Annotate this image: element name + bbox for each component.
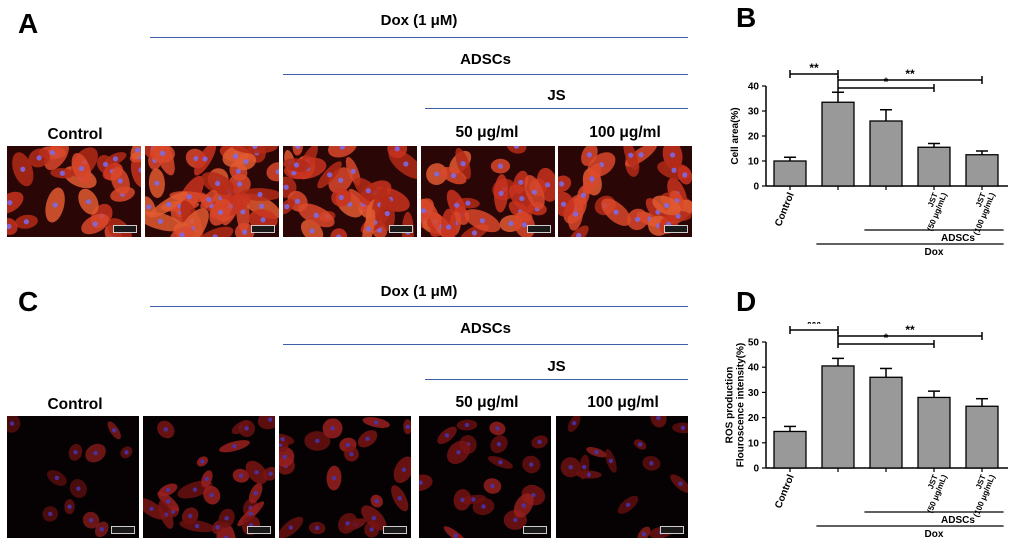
micrograph-c-js100 <box>556 416 688 538</box>
bar-chart-d: 0 10 20 30 40 50 ROS production Flouroscence in… <box>725 322 1008 540</box>
scale-bar <box>527 225 551 233</box>
scale-bar <box>664 225 688 233</box>
scale-bar <box>523 526 547 534</box>
bar <box>869 376 903 469</box>
x-tick-label: Control <box>773 191 797 228</box>
significance-label: * <box>884 75 889 89</box>
y-tick-label: 40 <box>748 363 760 374</box>
micrograph-c-control <box>7 416 139 538</box>
scale-bar <box>111 526 135 534</box>
header-line-adscs-a <box>283 74 688 75</box>
y-axis-label: ROS production <box>725 367 736 444</box>
label-control-a: Control <box>47 126 103 143</box>
group-label: Dox <box>925 529 944 540</box>
micrograph-a-js50 <box>421 146 555 237</box>
y-tick-label: 10 <box>748 438 760 449</box>
scale-bar <box>383 526 407 534</box>
label-dose1-c: 50 μg/ml <box>455 394 519 411</box>
y-tick-label: 40 <box>748 82 760 93</box>
y-tick-label: 0 <box>753 182 759 193</box>
y-tick-label: 0 <box>753 464 759 475</box>
y-tick-label: 30 <box>748 107 760 118</box>
y-tick-label: 50 <box>748 338 760 349</box>
header-line-dox-a <box>150 37 688 38</box>
micrograph-c-adscs <box>279 416 411 538</box>
y-tick-label: 30 <box>748 388 760 399</box>
micrograph-a-adscs <box>283 146 417 237</box>
significance-label: ** <box>905 67 915 81</box>
label-dose2-a: 100 μg/ml <box>589 124 661 141</box>
scale-bar <box>251 225 275 233</box>
header-js-a: JS <box>547 87 566 104</box>
panel-letter-b: B <box>736 2 757 33</box>
bar <box>869 120 903 187</box>
panel-letter-c: C <box>18 286 39 317</box>
label-dose2-c: 100 μg/ml <box>587 394 659 411</box>
header-dox-a: Dox (1 μM) <box>380 12 458 29</box>
micrograph-c-dox <box>143 416 275 538</box>
scale-bar <box>660 526 684 534</box>
bar <box>917 396 951 469</box>
y-axis-label: Flouroscence intensity(%) <box>736 343 747 467</box>
bar <box>773 430 807 469</box>
label-dose1-a: 50 μg/ml <box>455 124 519 141</box>
bar <box>965 154 999 187</box>
significance-label: ** <box>809 61 819 75</box>
header-adscs-c: ADSCs <box>460 320 511 337</box>
header-js-c: JS <box>547 358 566 375</box>
bar <box>773 160 807 187</box>
panel-letter-a: A <box>18 8 39 39</box>
group-label: ADSCs <box>941 233 975 244</box>
significance-label: * <box>884 331 889 345</box>
scale-bar <box>113 225 137 233</box>
header-line-js-a <box>425 108 688 109</box>
header-line-js-c <box>425 379 688 380</box>
panel-letter-d: D <box>736 286 757 317</box>
x-tick-label: Control <box>773 473 797 510</box>
header-line-dox-c <box>150 306 688 307</box>
bar <box>821 365 855 469</box>
significance-label: *** <box>807 322 821 331</box>
y-tick-label: 20 <box>748 132 760 143</box>
y-tick-label: 10 <box>748 157 760 168</box>
header-dox-c: Dox (1 μM) <box>380 283 458 300</box>
micrograph-c-js50 <box>419 416 551 538</box>
bar <box>821 101 855 187</box>
header-line-adscs-c <box>283 344 688 345</box>
scale-bar <box>247 526 271 534</box>
micrograph-a-control <box>7 146 141 237</box>
group-label: ADSCs <box>941 515 975 526</box>
bar <box>965 405 999 469</box>
y-tick-label: 20 <box>748 413 760 424</box>
scale-bar <box>389 225 413 233</box>
y-axis-label: Cell area(%) <box>730 107 741 164</box>
header-adscs-a: ADSCs <box>460 51 511 68</box>
significance-label: ** <box>905 323 915 337</box>
micrograph-a-dox <box>145 146 279 237</box>
bar <box>917 146 951 187</box>
label-control-c: Control <box>47 396 103 413</box>
micrograph-a-js100 <box>558 146 692 237</box>
group-label: Dox <box>925 247 944 258</box>
